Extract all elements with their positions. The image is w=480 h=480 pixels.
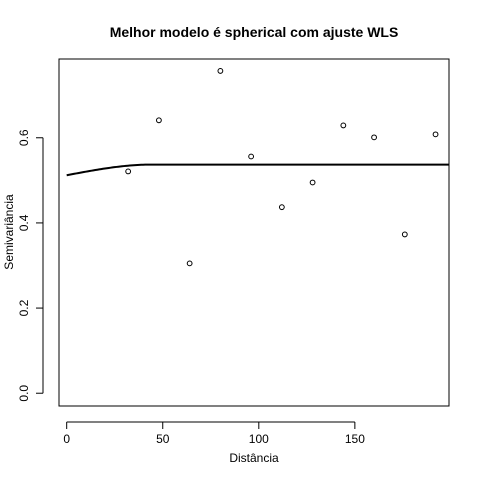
y-tick-label: 0.6 — [17, 129, 31, 146]
x-axis: 0 50 100 150 — [63, 421, 365, 446]
model-curve-group — [66, 163, 449, 177]
data-point — [309, 179, 316, 186]
spherical-model-curve — [66, 163, 449, 177]
data-point — [186, 260, 193, 267]
plot-frame — [58, 58, 450, 407]
x-tick-label: 150 — [345, 432, 365, 446]
data-point — [125, 168, 132, 175]
x-tick-label: 50 — [156, 432, 170, 446]
x-tick-label: 0 — [63, 432, 70, 446]
y-tick-label: 0.4 — [17, 214, 31, 231]
y-tick-label: 0.0 — [17, 385, 31, 402]
y-axis: 0.0 0.2 0.4 0.6 — [17, 129, 44, 402]
chart-title: Melhor modelo é spherical com ajuste WLS — [110, 24, 399, 40]
data-point — [401, 231, 408, 238]
x-axis-label: Distância — [229, 451, 279, 465]
data-point — [371, 134, 377, 141]
data-point — [217, 68, 224, 74]
data-point — [340, 122, 347, 129]
x-tick-label: 100 — [249, 432, 269, 446]
data-point — [278, 204, 285, 211]
data-point — [432, 131, 439, 138]
data-point — [248, 153, 255, 160]
y-tick-label: 0.2 — [17, 299, 31, 316]
data-point — [156, 117, 162, 124]
y-axis-label: Semivariância — [2, 194, 16, 270]
data-points — [125, 68, 439, 267]
